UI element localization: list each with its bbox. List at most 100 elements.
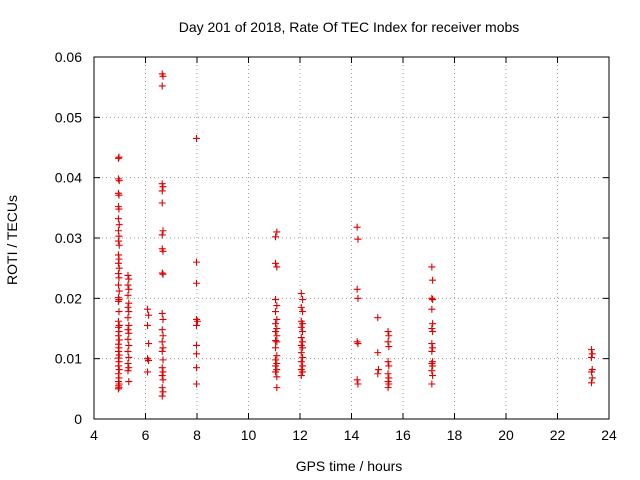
- data-point: [384, 328, 392, 336]
- data-point: [158, 372, 166, 380]
- chart-title: Day 201 of 2018, Rate Of TEC Index for r…: [179, 19, 520, 35]
- data-point: [192, 134, 200, 142]
- data-point: [159, 344, 167, 352]
- data-point: [385, 362, 393, 370]
- data-point: [115, 205, 123, 213]
- data-point: [158, 326, 166, 334]
- data-point: [159, 332, 167, 340]
- data-point: [297, 372, 305, 380]
- y-tick-label: 0.06: [55, 49, 82, 65]
- data-point: [158, 364, 166, 372]
- data-point: [125, 321, 133, 329]
- data-point: [114, 175, 122, 183]
- data-points: [114, 70, 596, 400]
- data-point: [192, 350, 200, 358]
- x-tick-label: 4: [90, 427, 98, 443]
- data-point: [159, 72, 167, 80]
- data-point: [192, 315, 200, 323]
- data-point: [273, 315, 281, 323]
- data-point: [428, 340, 436, 348]
- data-point: [192, 279, 200, 287]
- y-tick-label: 0.03: [55, 230, 82, 246]
- data-point: [125, 285, 133, 293]
- x-tick-label: 8: [193, 427, 201, 443]
- data-point: [273, 332, 281, 340]
- data-point: [114, 281, 122, 289]
- data-point: [299, 328, 307, 336]
- data-point: [385, 343, 393, 351]
- data-point: [384, 384, 392, 392]
- data-point: [124, 359, 132, 367]
- data-point: [587, 353, 595, 361]
- data-point: [299, 296, 307, 304]
- data-point: [297, 349, 305, 357]
- data-point: [272, 368, 280, 376]
- data-point: [115, 287, 123, 295]
- data-point: [124, 303, 132, 311]
- data-point: [115, 351, 123, 359]
- x-tick-label: 14: [344, 427, 360, 443]
- x-tick-label: 22: [550, 427, 566, 443]
- data-point: [374, 349, 382, 357]
- data-point: [158, 231, 166, 239]
- data-point: [159, 227, 167, 235]
- data-point: [272, 233, 280, 241]
- data-point: [124, 271, 132, 279]
- data-point: [272, 337, 280, 345]
- x-tick-label: 20: [498, 427, 514, 443]
- data-point: [124, 367, 132, 375]
- data-point: [144, 368, 152, 376]
- data-point: [158, 347, 166, 355]
- data-point: [115, 321, 123, 329]
- data-point: [428, 380, 436, 388]
- data-point: [385, 374, 393, 382]
- data-point: [587, 346, 595, 354]
- data-point: [158, 384, 166, 392]
- data-point: [384, 358, 392, 366]
- data-point: [273, 302, 281, 310]
- data-point: [385, 380, 393, 388]
- data-point: [297, 334, 305, 342]
- data-point: [115, 336, 123, 344]
- data-point: [124, 347, 132, 355]
- data-point: [354, 235, 362, 243]
- y-tick-label: 0: [74, 411, 82, 427]
- data-point: [159, 270, 167, 278]
- data-point: [428, 367, 436, 375]
- data-point: [354, 340, 362, 348]
- data-point: [354, 380, 362, 388]
- data-point: [114, 215, 122, 223]
- data-point: [297, 323, 305, 331]
- grid-layer: [94, 57, 609, 419]
- data-point: [273, 338, 281, 346]
- data-point: [428, 305, 436, 313]
- data-point: [353, 223, 361, 231]
- data-point: [115, 191, 123, 199]
- data-point: [192, 380, 200, 388]
- data-point: [353, 376, 361, 384]
- x-tick-label: 16: [395, 427, 411, 443]
- data-point: [588, 350, 596, 358]
- data-point: [124, 314, 132, 322]
- data-point: [158, 82, 166, 90]
- data-point: [159, 247, 167, 255]
- data-point: [125, 329, 133, 337]
- data-point: [158, 392, 166, 400]
- data-point: [115, 308, 123, 316]
- ticks-layer: 4 6 8 10 12 14 16 18 20 22 24 0 0.01 0.02 0.03 0.04 0.05…: [55, 49, 617, 443]
- data-point: [354, 294, 362, 302]
- data-point: [273, 384, 281, 392]
- data-point: [272, 344, 280, 352]
- data-point: [272, 362, 280, 370]
- data-point: [273, 263, 281, 271]
- data-point: [587, 368, 595, 376]
- y-tick-label: 0.02: [55, 290, 82, 306]
- data-point: [115, 153, 123, 161]
- data-point: [115, 221, 123, 229]
- data-point: [159, 315, 167, 323]
- data-point: [192, 321, 200, 329]
- data-point: [114, 332, 122, 340]
- data-point: [272, 356, 280, 364]
- data-point: [158, 180, 166, 188]
- data-point: [299, 353, 307, 361]
